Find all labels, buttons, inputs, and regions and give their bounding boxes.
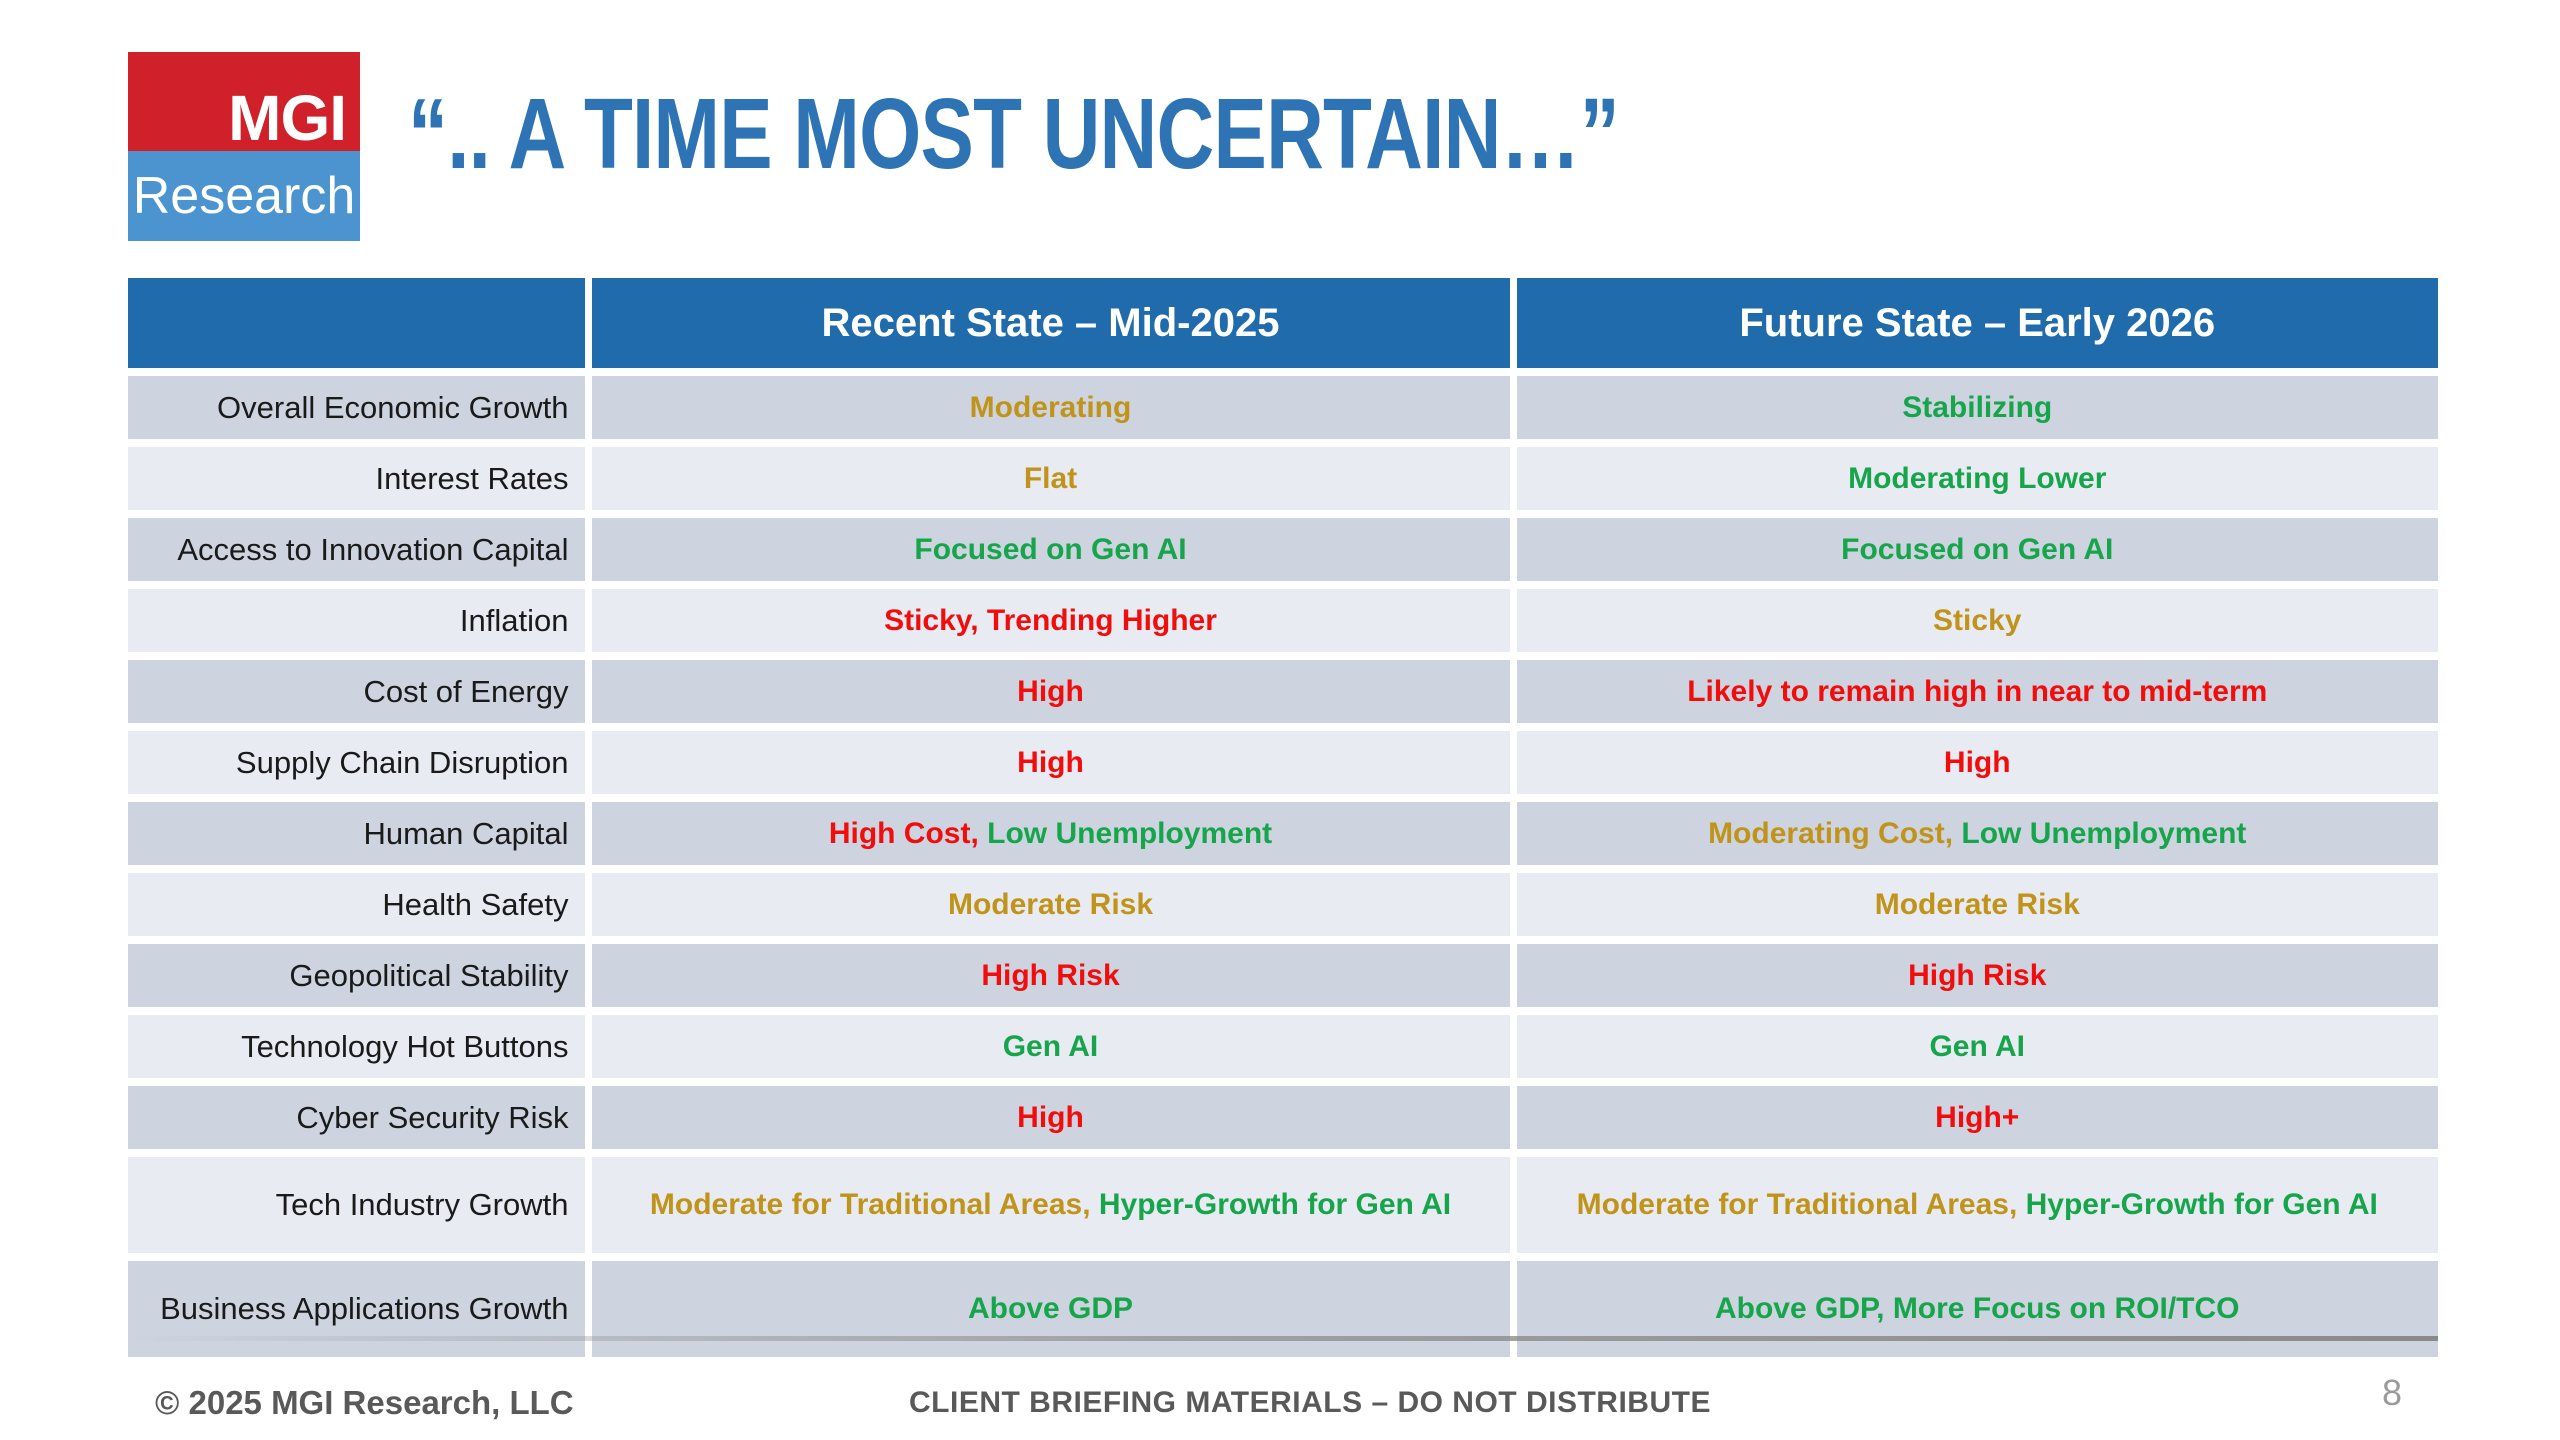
value-segment: Sticky xyxy=(1933,603,2022,637)
category-cell: Tech Industry Growth xyxy=(128,1149,588,1257)
value-segment: High xyxy=(1017,674,1084,708)
value-segment: Moderating Lower xyxy=(1848,461,2107,495)
recent-value-cell: Gen AI xyxy=(584,1007,1513,1082)
recent-value-cell: Sticky, Trending Higher xyxy=(584,581,1513,656)
future-value-cell: Above GDP, More Focus on ROI/TCO xyxy=(1509,1253,2438,1357)
logo-blue-box: Research xyxy=(128,151,360,241)
future-value-cell: Stabilizing xyxy=(1509,368,2438,443)
value-segment: High Cost, xyxy=(828,816,979,850)
table-row: Business Applications Growth Above GDP Abo… xyxy=(128,1253,2438,1357)
category-cell: Supply Chain Disruption xyxy=(128,723,588,798)
recent-value-cell: High xyxy=(584,652,1513,727)
value-segment: Gen AI xyxy=(1929,1029,2026,1063)
table-row: Cyber Security Risk High High+ xyxy=(128,1078,2438,1153)
table-shadow-divider xyxy=(128,1336,2438,1341)
table-row: Access to Innovation Capital Focused on G… xyxy=(128,510,2438,585)
table-row: Supply Chain Disruption High High xyxy=(128,723,2438,798)
value-segment: Gen AI xyxy=(1002,1029,1099,1063)
confidentiality-notice: CLIENT BRIEFING MATERIALS – DO NOT DISTR… xyxy=(909,1386,1711,1419)
future-value-cell: Moderate Risk xyxy=(1509,865,2438,940)
value-segment: Moderate for Traditional Areas, xyxy=(1576,1188,2018,1221)
column-header-recent: Recent State – Mid-2025 xyxy=(584,278,1513,372)
value-segment: High+ xyxy=(1935,1100,2020,1134)
table-row: Human Capital High Cost, Low Unemployment… xyxy=(128,794,2438,869)
value-segment: Moderate for Traditional Areas, xyxy=(649,1188,1091,1221)
category-cell: Business Applications Growth xyxy=(128,1253,588,1357)
recent-value-cell: Above GDP xyxy=(584,1253,1513,1357)
slide-title: “.. A TIME MOST UNCERTAIN…” xyxy=(408,78,1620,190)
value-segment: Moderating Cost, xyxy=(1708,816,1954,850)
table-row: Interest Rates Flat Moderating Lower xyxy=(128,439,2438,514)
category-cell: Access to Innovation Capital xyxy=(128,510,588,585)
recent-value-cell: High Risk xyxy=(584,936,1513,1011)
category-cell: Geopolitical Stability xyxy=(128,936,588,1011)
table-row: Technology Hot Buttons Gen AI Gen AI xyxy=(128,1007,2438,1082)
comparison-table-body: Overall Economic Growth Moderating Stabili… xyxy=(128,368,2438,1357)
recent-value-cell: High xyxy=(584,1078,1513,1153)
value-segment: Above GDP, More Focus on ROI/TCO xyxy=(1714,1292,2240,1325)
value-segment: Moderating xyxy=(969,390,1132,424)
comparison-table-container: Recent State – Mid-2025 Future State – E… xyxy=(128,278,2438,1357)
future-value-cell: High Risk xyxy=(1509,936,2438,1011)
value-segment: Low Unemployment xyxy=(1953,816,2247,850)
category-cell: Health Safety xyxy=(128,865,588,940)
future-value-cell: Likely to remain high in near to mid-ter… xyxy=(1509,652,2438,727)
value-segment: High Risk xyxy=(981,958,1120,992)
value-segment: Flat xyxy=(1023,461,1078,495)
value-segment: Likely to remain high in near to mid-ter… xyxy=(1687,674,2268,708)
value-segment: High xyxy=(1017,745,1084,779)
value-segment: Above GDP xyxy=(967,1292,1134,1325)
table-row: Geopolitical Stability High Risk High Risk xyxy=(128,936,2438,1011)
logo-research-text: Research xyxy=(132,167,356,225)
future-value-cell: Sticky xyxy=(1509,581,2438,656)
table-row: Overall Economic Growth Moderating Stabili… xyxy=(128,368,2438,443)
logo-red-box: MGI xyxy=(128,52,360,151)
logo-mgi-text: MGI xyxy=(228,82,347,155)
future-value-cell: High xyxy=(1509,723,2438,798)
table-row: Inflation Sticky, Trending Higher Sticky xyxy=(128,581,2438,656)
future-value-cell: Focused on Gen AI xyxy=(1509,510,2438,585)
category-cell: Overall Economic Growth xyxy=(128,368,588,443)
value-segment: High xyxy=(1943,745,2011,779)
recent-value-cell: Flat xyxy=(584,439,1513,514)
category-cell: Interest Rates xyxy=(128,439,588,514)
table-row: Tech Industry Growth Moderate for Traditi… xyxy=(128,1149,2438,1257)
category-cell: Human Capital xyxy=(128,794,588,869)
future-value-cell: Moderating Lower xyxy=(1509,439,2438,514)
header-row: Recent State – Mid-2025 Future State – E… xyxy=(128,278,2438,372)
value-segment: Moderate Risk xyxy=(947,887,1154,921)
recent-value-cell: Moderate for Traditional Areas, Hyper-Gr… xyxy=(584,1149,1513,1257)
value-segment: High Risk xyxy=(1908,958,2047,992)
recent-value-cell: High Cost, Low Unemployment xyxy=(584,794,1513,869)
recent-value-cell: Focused on Gen AI xyxy=(584,510,1513,585)
value-segment: Hyper-Growth for Gen AI xyxy=(1090,1188,1452,1221)
comparison-table: Recent State – Mid-2025 Future State – E… xyxy=(128,278,2438,1357)
category-cell: Cyber Security Risk xyxy=(128,1078,588,1153)
value-segment: High xyxy=(1017,1100,1084,1134)
value-segment: Moderate Risk xyxy=(1874,887,2080,921)
recent-value-cell: High xyxy=(584,723,1513,798)
value-segment: Sticky, Trending Higher xyxy=(884,603,1217,637)
page-number: 8 xyxy=(2382,1372,2403,1413)
table-row: Health Safety Moderate Risk Moderate Risk xyxy=(128,865,2438,940)
future-value-cell: Moderate for Traditional Areas, Hyper-Gr… xyxy=(1509,1149,2438,1257)
value-segment: Focused on Gen AI xyxy=(914,532,1187,566)
recent-value-cell: Moderate Risk xyxy=(584,865,1513,940)
value-segment: Low Unemployment xyxy=(978,816,1273,850)
future-value-cell: Gen AI xyxy=(1509,1007,2438,1082)
recent-value-cell: Moderating xyxy=(584,368,1513,443)
column-header-future: Future State – Early 2026 xyxy=(1509,278,2438,372)
value-segment: Stabilizing xyxy=(1902,390,2053,424)
copyright-text: © 2025 MGI Research, LLC xyxy=(155,1384,574,1421)
column-header-empty xyxy=(128,278,588,372)
mgi-research-logo: MGI Research xyxy=(128,52,360,241)
future-value-cell: Moderating Cost, Low Unemployment xyxy=(1509,794,2438,869)
value-segment: Hyper-Growth for Gen AI xyxy=(2017,1188,2378,1221)
table-row: Cost of Energy High Likely to remain high … xyxy=(128,652,2438,727)
category-cell: Inflation xyxy=(128,581,588,656)
category-cell: Cost of Energy xyxy=(128,652,588,727)
future-value-cell: High+ xyxy=(1509,1078,2438,1153)
value-segment: Focused on Gen AI xyxy=(1841,532,2114,566)
category-cell: Technology Hot Buttons xyxy=(128,1007,588,1082)
